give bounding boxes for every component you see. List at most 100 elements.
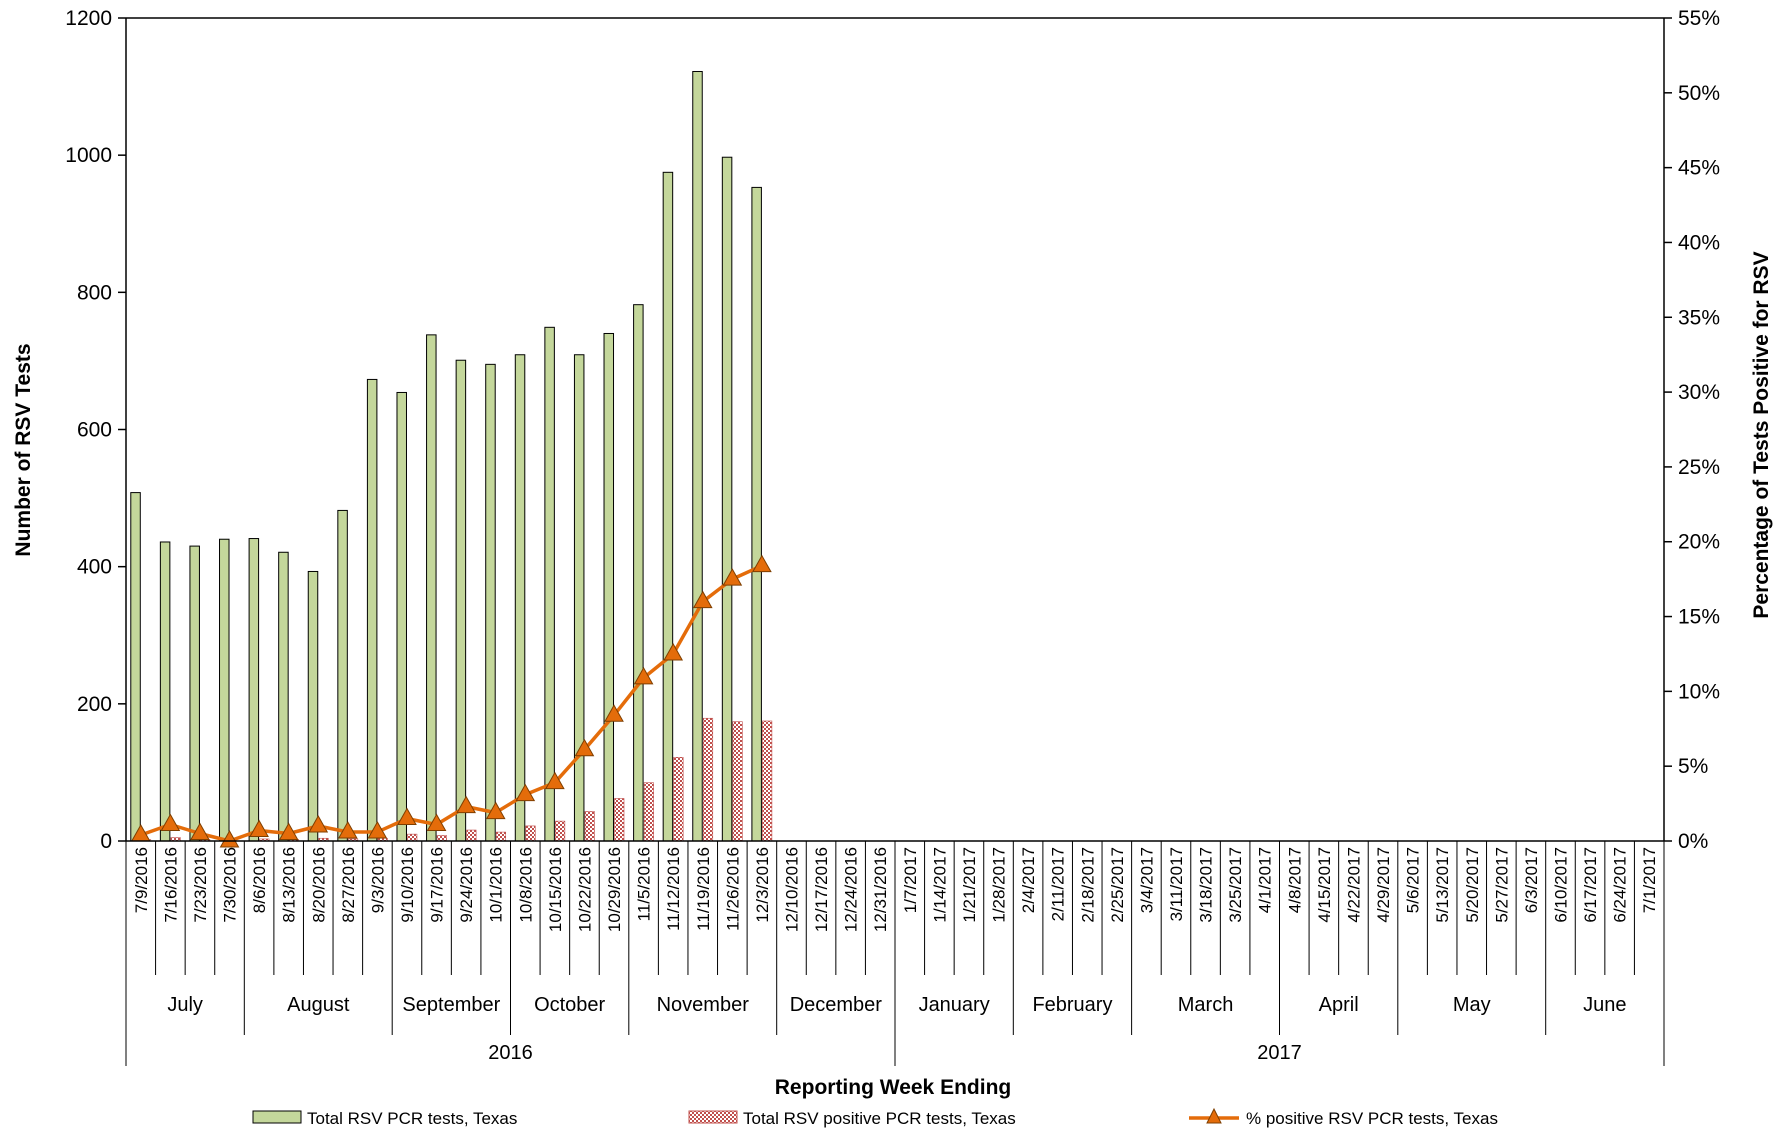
y2-tick-label: 10% — [1678, 680, 1720, 703]
x-week-label: 11/19/2016 — [694, 847, 713, 931]
bar-positive-tests — [407, 833, 418, 842]
bar-total-tests — [366, 378, 378, 842]
bar-total-tests — [721, 156, 733, 842]
x-week-label: 5/13/2017 — [1433, 847, 1452, 923]
x-week-label: 8/27/2016 — [339, 847, 358, 923]
x-month-label: July — [167, 994, 203, 1016]
bar-total-tests — [130, 492, 141, 842]
x-week-label: 2/25/2017 — [1108, 847, 1127, 923]
x-week-label: 10/22/2016 — [575, 847, 594, 932]
x-week-label: 12/24/2016 — [842, 847, 861, 932]
percent-point-marker — [160, 813, 181, 832]
x-month-label: December — [790, 994, 883, 1016]
x-week-label: 11/5/2016 — [635, 847, 654, 921]
percent-point-marker — [456, 795, 476, 814]
bar-positive-tests — [643, 782, 654, 842]
y2-tick-label: 40% — [1678, 231, 1720, 254]
percent-point-marker — [190, 822, 210, 841]
percent-point-marker — [308, 815, 329, 833]
bar-positive-tests — [732, 721, 743, 842]
bar-total-tests — [455, 359, 467, 842]
x-year-label: 2017 — [1257, 1042, 1302, 1064]
x-week-label: 9/10/2016 — [398, 847, 417, 923]
bar-positive-tests — [702, 717, 714, 842]
x-week-label: 4/1/2017 — [1256, 847, 1275, 913]
bar-total-tests — [278, 551, 289, 842]
percent-point-marker — [219, 829, 240, 848]
bar-total-tests — [692, 70, 703, 842]
x-week-label: 1/14/2017 — [930, 847, 949, 923]
bar-total-tests — [662, 171, 674, 842]
x-week-label: 8/13/2016 — [280, 847, 299, 923]
x-month-label: January — [919, 994, 990, 1016]
x-week-label: 2/18/2017 — [1078, 847, 1097, 923]
percent-point-marker — [337, 821, 358, 839]
y-tick-label: 600 — [77, 419, 112, 442]
bar-total-tests — [248, 538, 260, 842]
x-week-label: 9/24/2016 — [457, 847, 476, 923]
legend-label-percent: % positive RSV PCR tests, Texas — [1246, 1109, 1498, 1128]
x-week-label: 12/10/2016 — [783, 847, 802, 932]
percent-point-marker — [367, 821, 388, 839]
x-week-label: 12/17/2016 — [812, 847, 831, 932]
x-week-label: 10/15/2016 — [546, 847, 565, 932]
bar-total-tests — [219, 538, 230, 842]
y2-tick-label: 25% — [1678, 456, 1720, 479]
percent-point-marker — [249, 819, 269, 838]
x-year-label: 2016 — [488, 1042, 533, 1064]
x-week-label: 10/1/2016 — [487, 847, 506, 923]
x-month-label: February — [1032, 994, 1112, 1016]
x-week-label: 10/8/2016 — [516, 847, 535, 923]
y-tick-label: 1200 — [65, 7, 112, 30]
x-week-label: 11/12/2016 — [664, 847, 683, 931]
x-month-label: June — [1583, 994, 1626, 1016]
y-axis-title: Number of RSV Tests — [12, 343, 35, 556]
x-week-label: 3/18/2017 — [1197, 847, 1216, 923]
percent-point-marker — [515, 783, 536, 802]
bar-positive-tests — [762, 720, 773, 842]
percent-point-marker — [752, 554, 772, 573]
bar-total-tests — [396, 391, 407, 842]
bar-total-tests — [189, 545, 200, 842]
x-week-label: 7/9/2016 — [132, 847, 151, 913]
bar-positive-tests — [614, 798, 625, 842]
percent-point-marker — [574, 738, 595, 757]
y2-tick-label: 30% — [1678, 381, 1720, 404]
y-tick-label: 400 — [77, 556, 112, 579]
x-week-label: 1/28/2017 — [990, 847, 1009, 923]
y-tick-label: 800 — [77, 281, 112, 304]
x-axis-labels: 7/9/2016 7/16/2016 7/23/2016 7/30/2016 8/6/2… — [125, 841, 1665, 1066]
percent-series-line — [140, 564, 763, 843]
x-month-label: November — [657, 994, 750, 1016]
x-week-label: 3/25/2017 — [1226, 847, 1245, 923]
x-week-label: 3/4/2017 — [1137, 847, 1156, 913]
percent-point-marker — [692, 590, 713, 609]
bar-positive-tests — [555, 820, 566, 842]
x-week-label: 12/31/2016 — [871, 847, 890, 932]
percent-point-marker — [278, 822, 299, 841]
x-week-label: 9/3/2016 — [368, 847, 387, 913]
legend: Total RSV PCR tests, Texas Total RSV posi… — [252, 1107, 1498, 1128]
bar-total-tests — [603, 332, 615, 842]
percent-point-marker — [663, 642, 684, 661]
bar-positive-tests — [436, 835, 447, 842]
bar-total-tests — [159, 541, 171, 842]
y2-tick-label: 15% — [1678, 606, 1720, 629]
x-week-label: 7/16/2016 — [161, 847, 180, 923]
bar-total-tests — [426, 334, 437, 842]
x-week-label: 10/29/2016 — [605, 847, 624, 932]
y2-tick-label: 5% — [1678, 755, 1708, 778]
y-tick-label: 1000 — [65, 144, 112, 167]
bar-positive-tests — [466, 829, 477, 842]
x-month-label: October — [534, 994, 605, 1016]
percent-point-marker — [722, 568, 743, 586]
x-week-label: 1/21/2017 — [960, 847, 979, 923]
y2-tick-label: 20% — [1678, 531, 1720, 554]
x-month-label: September — [402, 994, 500, 1016]
x-month-label: April — [1319, 994, 1359, 1016]
x-week-label: 4/22/2017 — [1344, 847, 1363, 923]
percent-point-marker — [633, 666, 654, 685]
x-week-label: 9/17/2016 — [428, 847, 447, 923]
bars — [130, 70, 773, 842]
y-tick-label: 200 — [77, 693, 112, 716]
